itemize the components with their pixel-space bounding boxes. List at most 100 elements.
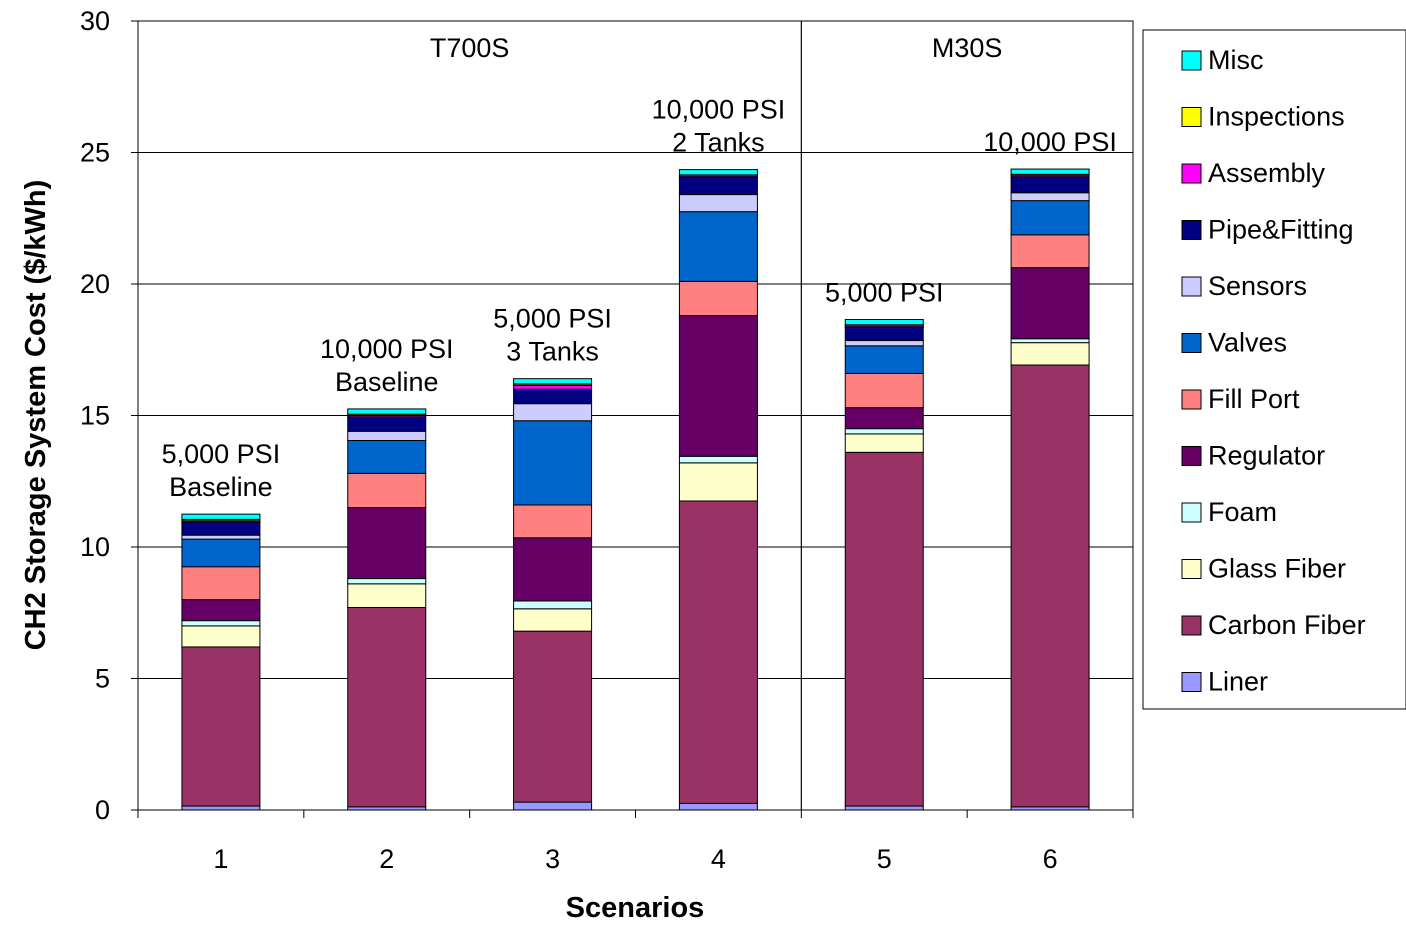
bar-segment-regulator xyxy=(181,599,261,622)
bar-segment-pipe-fitting xyxy=(1010,176,1090,194)
bar-segment-foam xyxy=(513,600,593,610)
legend-swatch-misc xyxy=(1181,50,1202,71)
legend-swatch-fill-port xyxy=(1181,389,1202,410)
bar-segment-carbon-fiber xyxy=(181,646,261,807)
group-label: M30S xyxy=(932,33,1003,63)
bar-segment-glass-fiber xyxy=(181,625,261,648)
gridlines xyxy=(138,152,1133,679)
bar-segment-misc xyxy=(844,319,924,326)
bar-segment-assembly xyxy=(513,384,593,390)
bar-segment-fill-port xyxy=(678,280,758,317)
legend-swatch-assembly xyxy=(1181,163,1202,184)
group-labels: T700S M30S xyxy=(430,33,1003,63)
legend-label-glass-fiber: Glass Fiber xyxy=(1208,554,1346,584)
bar-segment-carbon-fiber xyxy=(347,606,427,808)
legend-label-inspections: Inspections xyxy=(1208,102,1345,132)
bar-segment-liner xyxy=(513,801,593,811)
y-axis-label: CH2 Storage System Cost ($/kWh) xyxy=(20,180,52,651)
bar-segment-misc xyxy=(678,169,758,176)
bar-segment-carbon-fiber xyxy=(678,500,758,804)
bar-segment-foam xyxy=(181,620,261,627)
bar-segment-foam xyxy=(678,455,758,464)
bar-segment-pipe-fitting xyxy=(347,416,427,432)
bar-segment-pipe-fitting xyxy=(678,176,758,196)
bar-segment-sensors xyxy=(347,430,427,441)
bar-segment-glass-fiber xyxy=(513,608,593,632)
legend-swatch-regulator xyxy=(1181,446,1202,466)
legend-label-foam: Foam xyxy=(1208,497,1277,527)
legend: Misc Inspections Assembly Pipe&Fitting Senso… xyxy=(1142,29,1406,710)
bar-segment-sensors xyxy=(181,534,261,540)
bar-segment-glass-fiber xyxy=(678,462,758,502)
x-tick-label: 1 xyxy=(213,844,228,874)
bar-segment-valves xyxy=(844,345,924,374)
bar-segment-foam xyxy=(347,578,427,585)
bar-segment-misc xyxy=(181,513,261,520)
legend-swatch-sensors xyxy=(1181,276,1202,297)
bar-segment-valves xyxy=(678,211,758,282)
bar-annotation: Baseline xyxy=(335,367,439,397)
bar-annotation: 10,000 PSI xyxy=(320,334,454,364)
bar-annotation: 2 Tanks xyxy=(672,128,765,158)
bar-segment-valves xyxy=(347,439,427,474)
bar-annotation: 10,000 PSI xyxy=(652,95,786,125)
legend-label-assembly: Assembly xyxy=(1208,158,1326,188)
bar-segment-regulator xyxy=(513,537,593,602)
legend-label-sensors: Sensors xyxy=(1208,271,1307,301)
x-axis-label: Scenarios xyxy=(566,892,705,924)
bar-segment-foam xyxy=(844,428,924,435)
legend-swatch-glass-fiber xyxy=(1181,559,1202,579)
bar-segment-fill-port xyxy=(1010,234,1090,269)
bar-segment-carbon-fiber xyxy=(844,451,924,807)
x-axis: 1 2 3 4 5 6 xyxy=(137,810,1134,874)
bar-segment-carbon-fiber xyxy=(513,630,593,803)
bar-segment-fill-port xyxy=(844,372,924,409)
y-tick-label: 25 xyxy=(80,138,110,168)
y-tick-label: 0 xyxy=(95,795,110,825)
bar-segment-pipe-fitting xyxy=(844,326,924,342)
bar-segment-regulator xyxy=(678,315,758,457)
x-tick-label: 4 xyxy=(711,844,726,874)
legend-label-fill-port: Fill Port xyxy=(1208,384,1300,414)
bar-segment-pipe-fitting xyxy=(181,521,261,536)
bar-segment-regulator xyxy=(347,507,427,580)
legend-swatch-pipe-fitting xyxy=(1181,220,1202,240)
bars xyxy=(181,168,1090,811)
legend-swatch-valves xyxy=(1181,333,1202,353)
bar-segment-glass-fiber xyxy=(1010,342,1090,366)
x-tick-label: 3 xyxy=(545,844,560,874)
y-axis: 0 5 10 15 20 25 30 xyxy=(80,6,138,825)
bar-segment-fill-port xyxy=(181,566,261,601)
bar-segment-sensors xyxy=(678,194,758,213)
bar-segment-foam xyxy=(1010,338,1090,344)
legend-swatch-carbon-fiber xyxy=(1181,615,1202,636)
bar-segment-liner xyxy=(678,802,758,811)
bar-segment-liner xyxy=(181,805,261,811)
bar-segment-valves xyxy=(513,420,593,506)
legend-swatch-inspections xyxy=(1181,107,1202,127)
bar-segment-misc xyxy=(513,378,593,385)
y-tick-label: 15 xyxy=(80,401,110,431)
bar-segment-fill-port xyxy=(347,472,427,509)
x-tick-label: 5 xyxy=(877,844,892,874)
bar-segment-sensors xyxy=(513,403,593,422)
y-tick-label: 5 xyxy=(95,664,110,694)
y-tick-label: 30 xyxy=(80,6,110,36)
legend-label-pipe-fitting: Pipe&Fitting xyxy=(1208,215,1354,245)
bar-segment-regulator xyxy=(844,407,924,430)
bar-segment-glass-fiber xyxy=(844,433,924,453)
bar-segment-glass-fiber xyxy=(347,583,427,608)
legend-label-regulator: Regulator xyxy=(1208,441,1325,471)
legend-swatch-liner xyxy=(1181,672,1202,692)
legend-label-liner: Liner xyxy=(1208,667,1268,697)
x-tick-label: 6 xyxy=(1043,844,1058,874)
bar-segment-pipe-fitting xyxy=(513,388,593,405)
legend-swatch-foam xyxy=(1181,502,1202,523)
bar-segment-fill-port xyxy=(513,504,593,539)
bar-segment-valves xyxy=(181,538,261,568)
legend-label-carbon-fiber: Carbon Fiber xyxy=(1208,610,1366,640)
bar-annotation: 3 Tanks xyxy=(506,337,599,367)
bar-segment-sensors xyxy=(844,340,924,347)
